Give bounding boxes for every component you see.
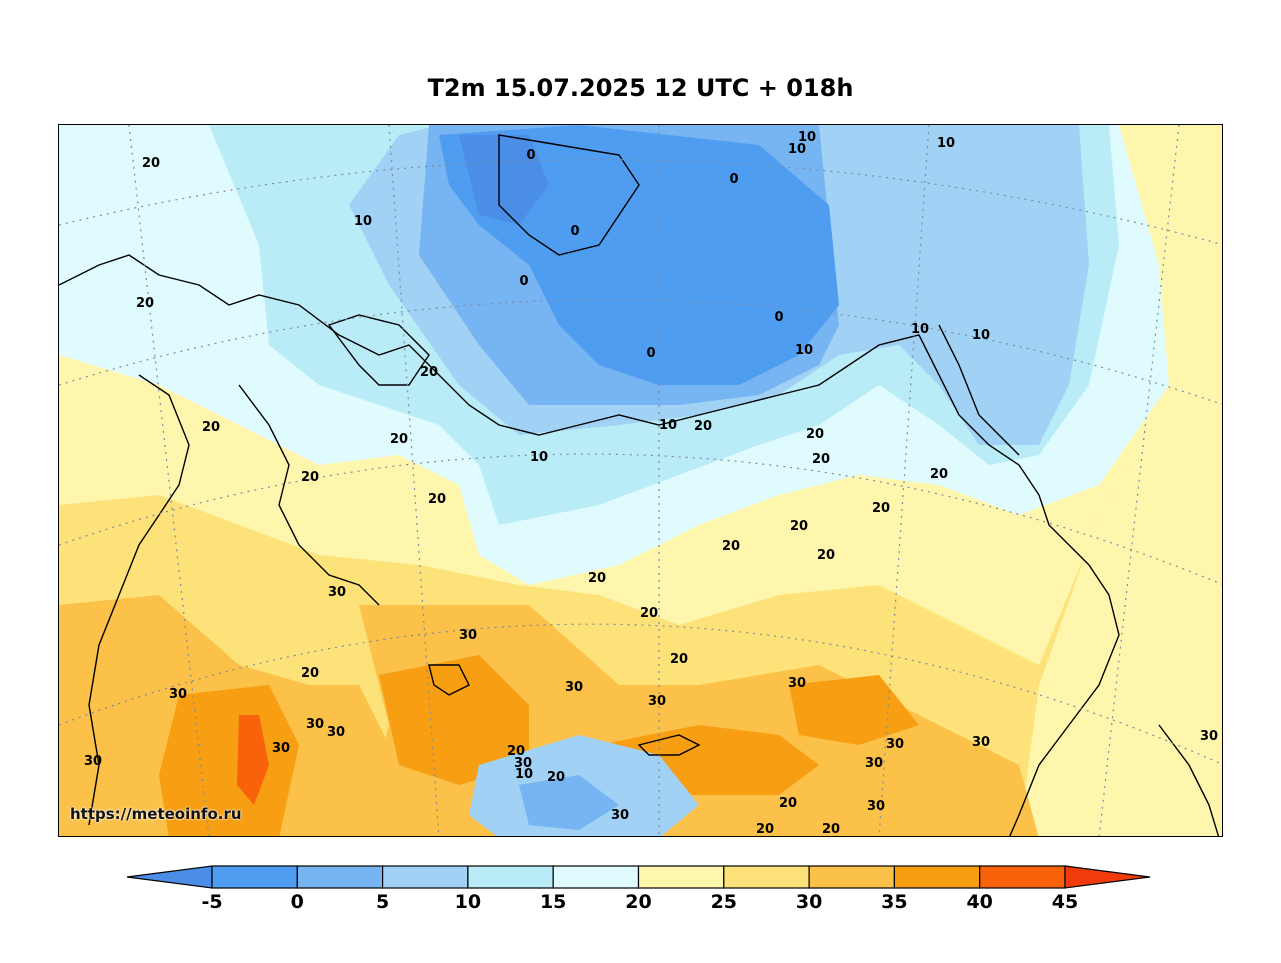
contour-label: 10 — [515, 767, 533, 782]
contour-label: 20 — [670, 652, 688, 667]
contour-label: 30 — [886, 737, 904, 752]
colorbar-extend-low — [126, 865, 213, 889]
cold-zone-tibet — [519, 775, 619, 830]
colorbar-tick-label: 15 — [539, 891, 567, 913]
contour-label: 30 — [328, 585, 346, 600]
contour-label: 20 — [694, 419, 712, 434]
contour-label: 0 — [774, 310, 783, 325]
contour-label: 0 — [519, 274, 528, 289]
temperature-map: 20 10 0 0 0 0 10 10 10 20 20 0 0 10 10 2… — [58, 124, 1223, 837]
contour-label: 20 — [136, 296, 154, 311]
contour-label: 30 — [1200, 729, 1218, 744]
colorbar-tick-label: 35 — [881, 891, 908, 913]
contour-label: 20 — [507, 744, 525, 759]
colorbar-bin — [382, 865, 469, 889]
colorbar-bin — [893, 865, 981, 889]
contour-label: 10 — [659, 418, 677, 433]
colorbar-tick-label: 10 — [454, 891, 482, 913]
colorbar-bin — [979, 865, 1066, 889]
contour-label: 20 — [142, 156, 160, 171]
hot-zone-caspian — [379, 655, 529, 785]
contour-label: 20 — [930, 467, 948, 482]
contour-label: 20 — [817, 548, 835, 563]
contour-label: 0 — [570, 224, 579, 239]
contour-label: 10 — [972, 328, 990, 343]
colorbar-bin — [467, 865, 554, 889]
pacific-warm-zone — [1019, 125, 1222, 836]
contour-label: 20 — [301, 666, 319, 681]
contour-label: 30 — [84, 754, 102, 769]
contour-label: 20 — [756, 822, 774, 837]
contour-label: 10 — [530, 450, 548, 465]
colorbar-bin — [211, 865, 298, 889]
colorbar-bin — [296, 865, 384, 889]
colorbar-extend-high — [1064, 865, 1151, 889]
contour-label: 0 — [526, 148, 535, 163]
contour-label: 30 — [865, 756, 883, 771]
colorbar-tick-label: 40 — [966, 891, 993, 913]
contour-label: 10 — [788, 142, 806, 157]
contour-label: 30 — [648, 694, 666, 709]
contour-label: 10 — [937, 136, 955, 151]
contour-label: 30 — [611, 808, 629, 823]
contour-label: 30 — [327, 725, 345, 740]
graticule — [59, 125, 1222, 836]
contour-label: 30 — [788, 676, 806, 691]
contour-label: 20 — [872, 501, 890, 516]
contour-label: 30 — [272, 741, 290, 756]
contour-label: 20 — [640, 606, 658, 621]
contour-label: 20 — [202, 420, 220, 435]
contour-label: 0 — [646, 346, 655, 361]
contour-label: 20 — [420, 365, 438, 380]
colorbar-tick-label: 45 — [1051, 891, 1079, 913]
contour-label: 10 — [795, 343, 813, 358]
map-canvas: 20 10 0 0 0 0 10 10 10 20 20 0 0 10 10 2… — [59, 125, 1222, 837]
contour-label: 20 — [822, 822, 840, 837]
colorbar-tick-label: -5 — [201, 891, 223, 913]
contour-labels: 20 10 0 0 0 0 10 10 10 20 20 0 0 10 10 2… — [84, 130, 1218, 837]
contour-label: 0 — [729, 172, 738, 187]
contour-label: 20 — [722, 539, 740, 554]
contour-label: 30 — [306, 717, 324, 732]
hot-zone-middle-east — [159, 685, 299, 836]
contour-label: 20 — [390, 432, 408, 447]
contour-label: 30 — [459, 628, 477, 643]
contour-label: 30 — [169, 687, 187, 702]
colorbar-bin — [808, 865, 895, 889]
contour-label: 20 — [790, 519, 808, 534]
contour-label: 10 — [354, 214, 372, 229]
colorbar — [126, 865, 1151, 889]
colorbar-bin — [637, 865, 725, 889]
colorbar-tick-label: 0 — [290, 891, 304, 913]
colorbar-tick-label: 20 — [625, 891, 652, 913]
colorbar-bin — [723, 865, 810, 889]
very-hot-zone — [237, 715, 269, 805]
contour-label: 10 — [911, 322, 929, 337]
contour-label: 20 — [812, 452, 830, 467]
greenland-cold-core — [459, 135, 549, 225]
contour-label: 30 — [972, 735, 990, 750]
contour-label: 10 — [798, 130, 816, 145]
colorbar-bin — [552, 865, 640, 889]
contour-label: 20 — [428, 492, 446, 507]
contour-label: 30 — [565, 680, 583, 695]
contour-label: 20 — [301, 470, 319, 485]
colorbar-segments — [126, 865, 1151, 889]
colorbar-tick-label: 30 — [795, 891, 823, 913]
colorbar-tick-label: 5 — [375, 891, 390, 913]
contour-label: 30 — [867, 799, 885, 814]
contour-label: 20 — [588, 571, 606, 586]
colorbar-tick-label: 25 — [710, 891, 738, 913]
contour-label: 20 — [779, 796, 797, 811]
map-title: T2m 15.07.2025 12 UTC + 018h — [427, 74, 854, 102]
contour-label: 20 — [806, 427, 824, 442]
coastlines — [59, 134, 1220, 836]
contour-label: 20 — [547, 770, 565, 785]
watermark-url: https://meteoinfo.ru — [70, 805, 242, 823]
contour-label: 30 — [514, 756, 532, 771]
